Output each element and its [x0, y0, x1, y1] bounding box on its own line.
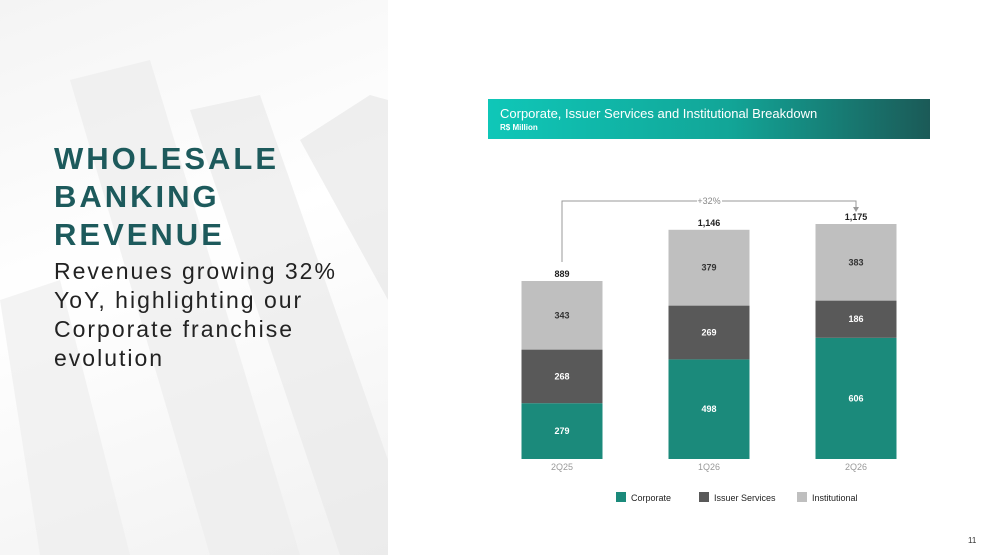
- annotation-line: [722, 200, 857, 208]
- bar-segment: [668, 229, 750, 306]
- segment-label: 498: [701, 404, 716, 414]
- slide-title: WHOLESALE BANKING REVENUE: [54, 140, 279, 254]
- bar-segment: [815, 224, 897, 301]
- total-label: 1,175: [845, 212, 868, 222]
- legend-label: Institutional: [812, 493, 858, 503]
- slide-title-line: REVENUE: [54, 217, 225, 252]
- x-tick-label: 1Q26: [698, 462, 720, 472]
- segment-label: 379: [701, 263, 716, 273]
- segment-label: 606: [848, 393, 863, 403]
- bar-segment: [668, 359, 750, 459]
- decor-panel: WHOLESALE BANKING REVENUE Revenues growing…: [0, 0, 388, 555]
- legend-swatch: [616, 492, 626, 502]
- bar-segment: [521, 281, 603, 350]
- annotation: +32%: [697, 196, 720, 206]
- chart-subtitle: R$ Million: [500, 123, 538, 132]
- annotation-arrow: [853, 207, 859, 212]
- slide-subtitle: Revenues growing 32% YoY, highlighting o…: [54, 258, 337, 371]
- segment-label: 269: [701, 328, 716, 338]
- bar-segment: [521, 403, 603, 459]
- decor: [0, 60, 388, 555]
- chart-title: Corporate, Issuer Services and Instituti…: [500, 106, 817, 121]
- x-tick-label: 2Q25: [551, 462, 573, 472]
- legend-swatch: [699, 492, 709, 502]
- chart-banner: [488, 99, 930, 139]
- segment-label: 186: [848, 314, 863, 324]
- legend-label: Corporate: [631, 493, 671, 503]
- legend-swatch: [797, 492, 807, 502]
- legend-label: Issuer Services: [714, 493, 776, 503]
- annotation-line: [561, 200, 697, 262]
- total-label: 1,146: [698, 218, 721, 228]
- bar-segment: [815, 300, 897, 338]
- total-label: 889: [554, 269, 569, 279]
- segment-label: 383: [848, 257, 863, 267]
- bar-segment: [815, 337, 897, 459]
- segment-label: 279: [554, 426, 569, 436]
- bar-segment: [521, 349, 603, 404]
- slide-title-line: BANKING: [54, 179, 220, 214]
- page-number: 11: [968, 536, 977, 545]
- segment-label: 343: [554, 310, 569, 320]
- x-tick-label: 2Q26: [845, 462, 867, 472]
- slide-title-line: WHOLESALE: [54, 141, 280, 176]
- segment-label: 268: [554, 371, 569, 381]
- bar-segment: [668, 305, 750, 360]
